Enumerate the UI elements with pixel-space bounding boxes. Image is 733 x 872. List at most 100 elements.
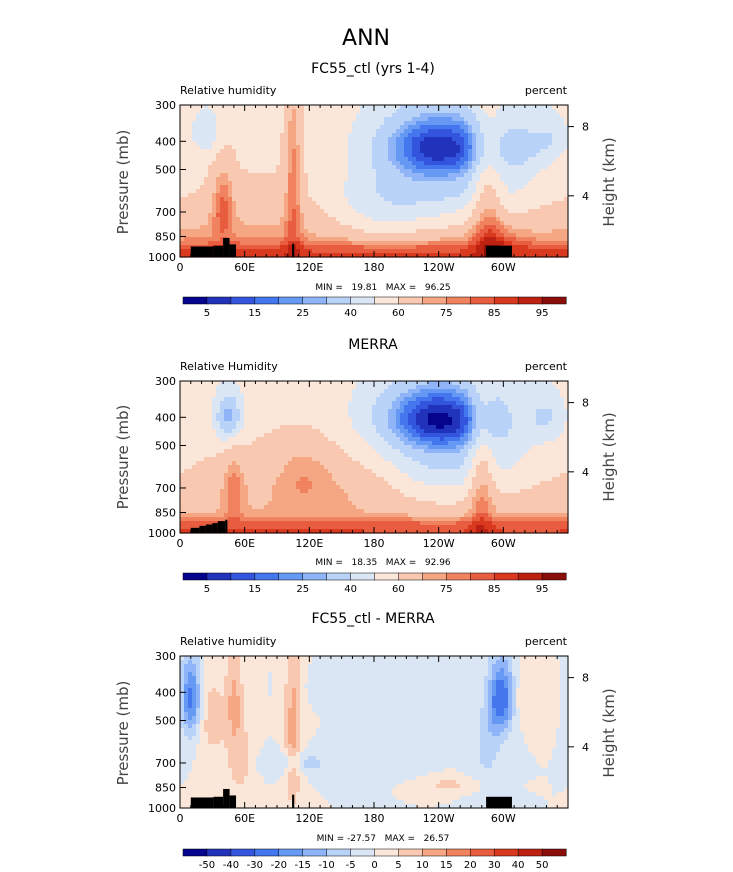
heatmap-cell	[416, 177, 421, 182]
heatmap-cell	[256, 201, 261, 206]
heatmap-cell	[444, 421, 449, 426]
heatmap-cell	[448, 405, 453, 410]
heatmap-cell	[496, 189, 501, 194]
heatmap-cell	[392, 177, 397, 182]
heatmap-cell	[372, 393, 377, 398]
heatmap-cell	[548, 381, 553, 386]
heatmap-cell	[388, 417, 393, 422]
heatmap-cell	[536, 121, 541, 126]
heatmap-cell	[328, 129, 333, 134]
heatmap-cell	[392, 225, 397, 230]
heatmap-cell	[484, 229, 489, 234]
heatmap-cell	[284, 397, 289, 402]
heatmap-cell	[292, 225, 297, 230]
heatmap-cell	[460, 413, 465, 418]
heatmap-cell	[320, 245, 325, 250]
heatmap-cell	[520, 413, 525, 418]
heatmap-cell	[468, 149, 473, 154]
heatmap-cell	[340, 181, 345, 186]
heatmap-cell	[264, 221, 269, 226]
heatmap-cell	[476, 181, 481, 186]
heatmap-cell	[196, 397, 201, 402]
heatmap-cell	[416, 161, 421, 166]
heatmap-cell	[448, 109, 453, 114]
heatmap-cell	[256, 225, 261, 230]
heatmap-cell	[500, 181, 505, 186]
heatmap-cell	[512, 421, 517, 426]
heatmap-cell	[420, 109, 425, 114]
heatmap-cell	[396, 149, 401, 154]
heatmap-cell	[524, 405, 529, 410]
heatmap-cell	[308, 105, 313, 110]
heatmap-cell	[344, 157, 349, 162]
heatmap-cell	[464, 109, 469, 114]
heatmap-cell	[440, 141, 445, 146]
heatmap-cell	[512, 425, 517, 430]
heatmap-cell	[520, 425, 525, 430]
heatmap-cell	[516, 401, 521, 406]
heatmap-cell	[300, 237, 305, 242]
heatmap-cell	[548, 157, 553, 162]
heatmap-cell	[196, 165, 201, 170]
heatmap-cell	[508, 121, 513, 126]
heatmap-cell	[472, 225, 477, 230]
heatmap-cell	[248, 205, 253, 210]
heatmap-cell	[464, 157, 469, 162]
heatmap-cell	[292, 385, 297, 390]
heatmap-cell	[432, 197, 437, 202]
heatmap-cell	[260, 157, 265, 162]
heatmap-cell	[332, 213, 337, 218]
heatmap-cell	[232, 137, 237, 142]
heatmap-cell	[524, 385, 529, 390]
heatmap-cell	[260, 165, 265, 170]
heatmap-cell	[428, 409, 433, 414]
heatmap-cell	[548, 425, 553, 430]
heatmap-cell	[424, 105, 429, 110]
heatmap-cell	[244, 125, 249, 130]
heatmap-cell	[464, 197, 469, 202]
heatmap-cell	[228, 425, 233, 430]
heatmap-cell	[556, 153, 561, 158]
heatmap-cell	[532, 145, 537, 150]
heatmap-cell	[340, 165, 345, 170]
heatmap-cell	[524, 129, 529, 134]
heatmap-cell	[252, 389, 257, 394]
heatmap-cell	[184, 133, 189, 138]
heatmap-cell	[392, 129, 397, 134]
heatmap-cell	[496, 229, 501, 234]
heatmap-cell	[532, 229, 537, 234]
heatmap-cell	[460, 145, 465, 150]
heatmap-cell	[388, 241, 393, 246]
heatmap-cell	[496, 169, 501, 174]
heatmap-cell	[360, 389, 365, 394]
colorbar-label: 85	[488, 308, 501, 319]
heatmap-cell	[496, 137, 501, 142]
heatmap-cell	[476, 117, 481, 122]
heatmap-cell	[388, 405, 393, 410]
heatmap-cell	[240, 229, 245, 234]
heatmap-cell	[240, 137, 245, 142]
heatmap-cell	[284, 237, 289, 242]
heatmap-cell	[500, 385, 505, 390]
heatmap-cell	[428, 253, 433, 258]
heatmap-cell	[340, 393, 345, 398]
heatmap-cell	[336, 409, 341, 414]
heatmap-cell	[552, 173, 557, 178]
heatmap-cell	[480, 197, 485, 202]
heatmap-cell	[212, 217, 217, 222]
heatmap-cell	[252, 137, 257, 142]
heatmap-cell	[344, 169, 349, 174]
heatmap-cell	[512, 189, 517, 194]
heatmap-cell	[300, 413, 305, 418]
heatmap-cell	[424, 389, 429, 394]
heatmap-cell	[268, 389, 273, 394]
heatmap-cell	[392, 169, 397, 174]
heatmap-cell	[268, 177, 273, 182]
heatmap-cell	[548, 113, 553, 118]
heatmap-cell	[408, 113, 413, 118]
heatmap-cell	[440, 245, 445, 250]
heatmap-cell	[516, 409, 521, 414]
heatmap-cell	[452, 401, 457, 406]
heatmap-cell	[260, 213, 265, 218]
heatmap-cell	[540, 425, 545, 430]
